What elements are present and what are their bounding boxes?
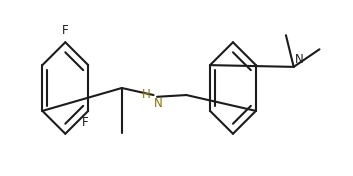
Text: F: F: [82, 116, 89, 129]
Text: F: F: [62, 24, 68, 37]
Text: N: N: [154, 97, 162, 110]
Text: H: H: [142, 88, 151, 101]
Text: N: N: [295, 53, 304, 66]
